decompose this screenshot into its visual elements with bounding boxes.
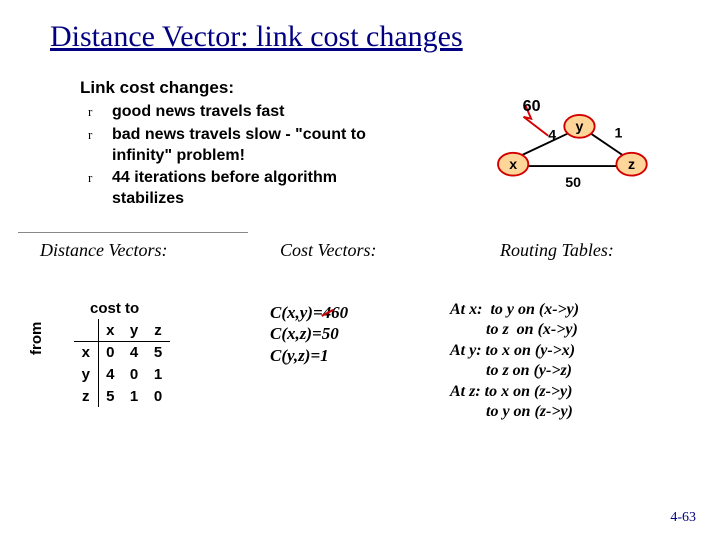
dv-row: z (74, 385, 98, 407)
cv-new-value: 60 (331, 303, 348, 322)
dv-top-label: cost to (90, 300, 170, 317)
cv-line: C(x,z)=50 (270, 323, 348, 344)
bullet-item: r bad news travels slow - "count to infi… (88, 125, 402, 167)
dv-col: x (98, 319, 122, 341)
section-rt: Routing Tables: (500, 240, 614, 261)
dv-cell: 5 (98, 385, 122, 407)
bullet-marker: r (88, 125, 112, 167)
distance-vector-table: cost to x y z x 0 4 5 y 4 0 1 z 5 1 0 (40, 300, 170, 407)
svg-text:z: z (628, 157, 635, 173)
bullet-marker: r (88, 168, 112, 210)
dv-cell: 5 (146, 341, 170, 363)
bullet-text: bad news travels slow - "count to infini… (112, 125, 402, 167)
bullet-marker: r (88, 102, 112, 123)
dv-table: x y z x 0 4 5 y 4 0 1 z 5 1 0 (74, 319, 170, 407)
bullet-list: r good news travels fast r bad news trav… (88, 102, 402, 212)
cost-vectors: C(x,y)=460 C(x,z)=50 C(y,z)=1 (270, 302, 348, 366)
subtitle: Link cost changes: (80, 78, 234, 98)
page-title: Distance Vector: link cost changes (50, 20, 463, 54)
bullet-item: r 44 iterations before algorithm stabili… (88, 168, 402, 210)
svg-text:1: 1 (615, 126, 623, 142)
divider (18, 232, 248, 233)
dv-cell: 4 (122, 341, 146, 363)
cv-line: C(x,y)= (270, 303, 323, 322)
dv-cell: 0 (98, 341, 122, 363)
dv-side-label: from (28, 322, 45, 355)
svg-text:60: 60 (523, 97, 541, 115)
network-graph: x y z 60 4 1 50 (480, 90, 660, 210)
dv-row: y (74, 363, 98, 385)
dv-col: z (146, 319, 170, 341)
bullet-text: 44 iterations before algorithm stabilize… (112, 168, 402, 210)
dv-col: y (122, 319, 146, 341)
dv-cell: 1 (146, 363, 170, 385)
dv-cell: 0 (146, 385, 170, 407)
svg-text:50: 50 (565, 175, 581, 191)
svg-text:4: 4 (548, 128, 556, 144)
svg-text:y: y (576, 119, 584, 135)
section-cv: Cost Vectors: (280, 240, 377, 261)
dv-cell: 4 (98, 363, 122, 385)
dv-cell: 0 (122, 363, 146, 385)
dv-cell: 1 (122, 385, 146, 407)
bullet-text: good news travels fast (112, 102, 285, 123)
bullet-item: r good news travels fast (88, 102, 402, 123)
section-dv: Distance Vectors: (40, 240, 167, 261)
svg-text:x: x (509, 157, 517, 173)
page-number: 4-63 (670, 510, 696, 526)
dv-row: x (74, 341, 98, 363)
routing-tables: At x: to y on (x->y) to z on (x->y) At y… (450, 300, 579, 423)
cv-line: C(y,z)=1 (270, 345, 348, 366)
cv-struck-value: 4 (323, 303, 332, 322)
